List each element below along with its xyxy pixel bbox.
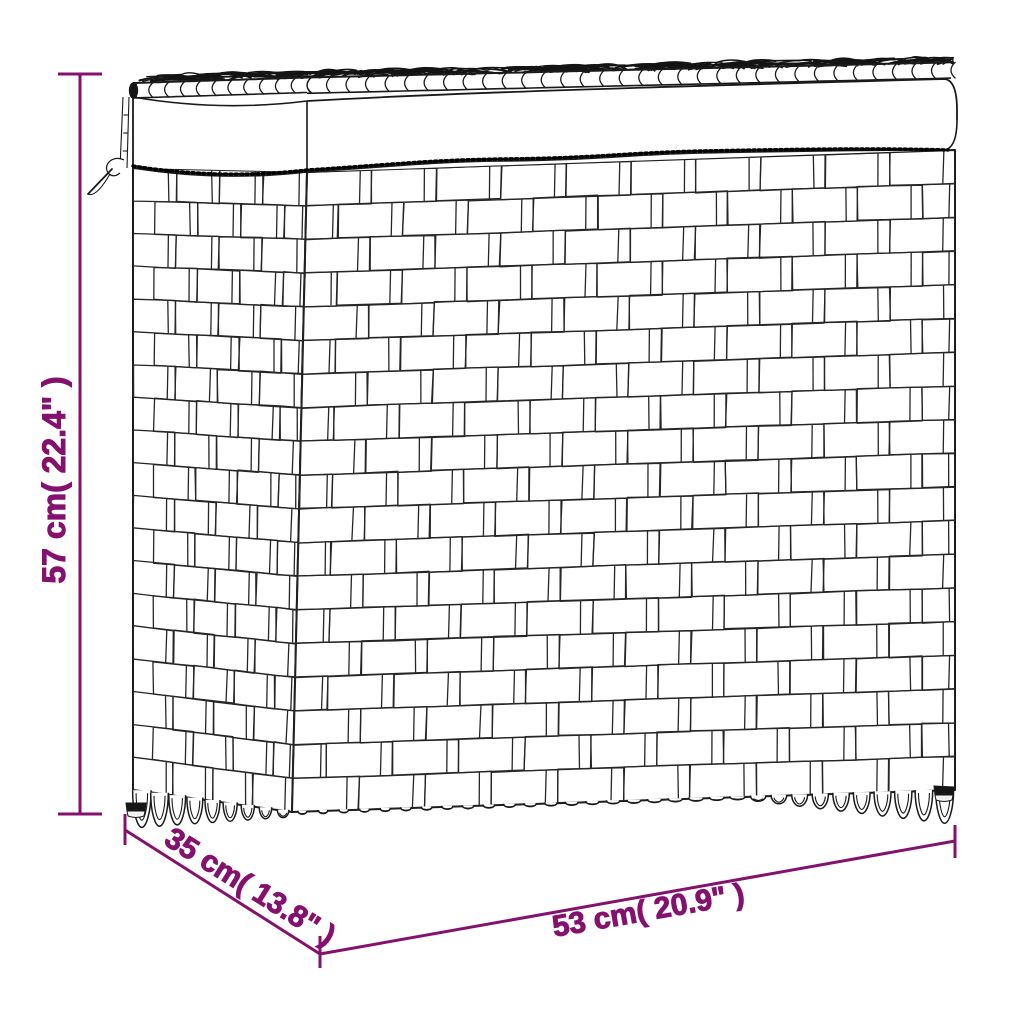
svg-text:57 cm( 22.4" ): 57 cm( 22.4" ) <box>36 376 72 583</box>
